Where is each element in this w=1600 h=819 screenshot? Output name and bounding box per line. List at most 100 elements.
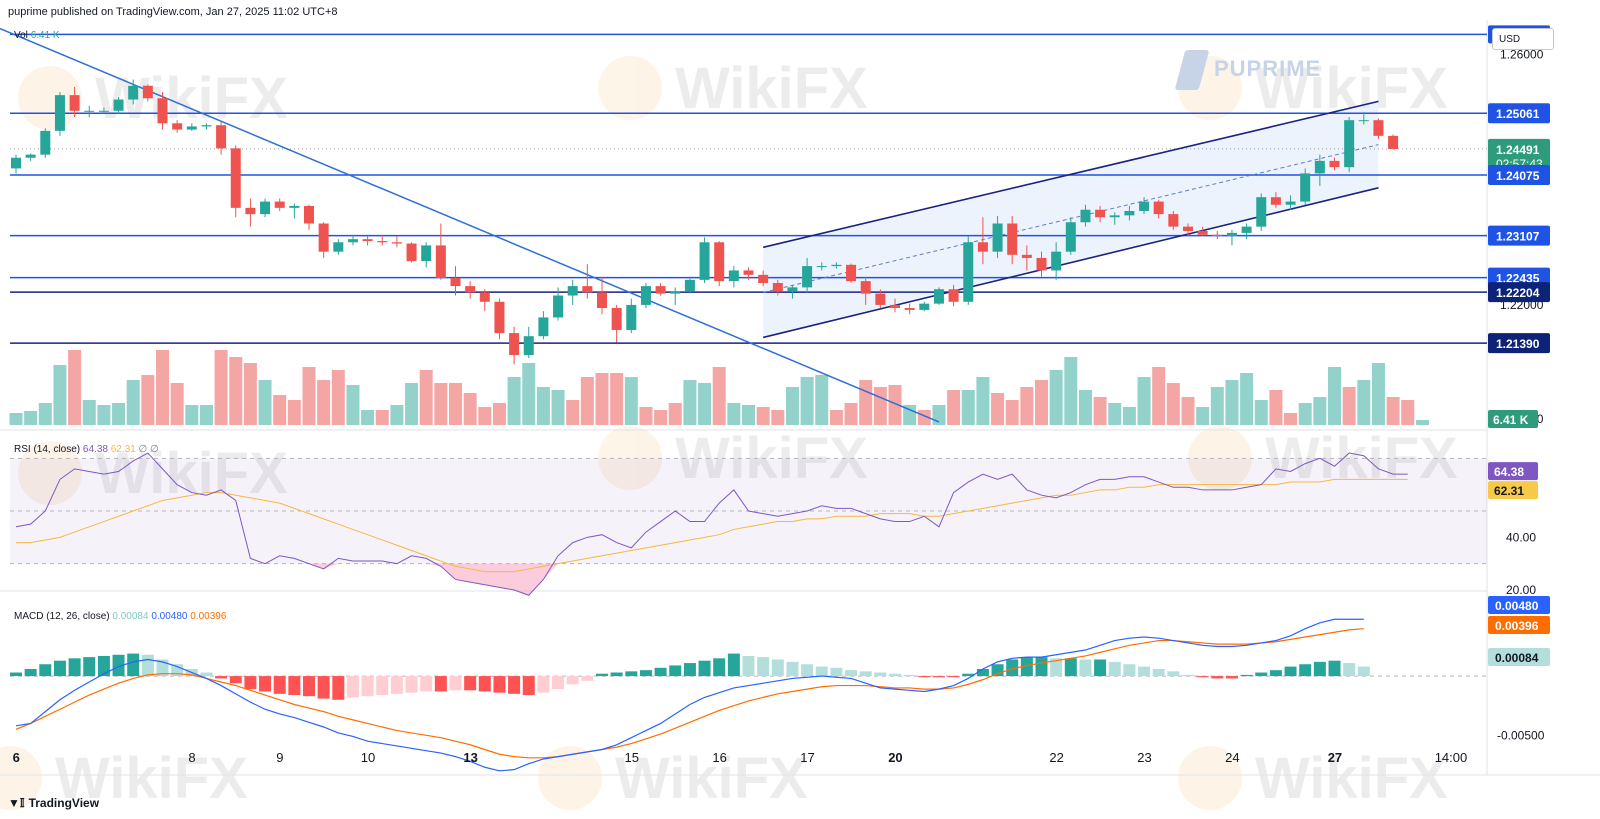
wikifx-watermark-icon (0, 746, 42, 810)
candle-body (977, 242, 988, 252)
time-tick-label: 6 (13, 750, 20, 765)
candle-body (611, 308, 622, 330)
macd-histogram-bar (830, 667, 843, 677)
volume-bar (258, 380, 272, 425)
time-tick-label: 17 (800, 750, 814, 765)
macd-histogram-bar (874, 672, 887, 677)
macd-histogram-bar (1035, 657, 1048, 677)
volume-bar (859, 380, 873, 425)
rsi-legend[interactable]: RSI (14, close) 64.38 62.31 ∅ ∅ (14, 444, 159, 455)
macd-histogram-bar (1269, 670, 1282, 677)
price-label-value: 1.21390 (1496, 337, 1540, 351)
volume-bar (478, 407, 492, 425)
price-label-value: 1.23107 (1496, 230, 1540, 244)
volume-label-value: 6.41 K (1493, 413, 1529, 427)
macd-histogram-bar (522, 676, 535, 696)
macd-histogram-bar (215, 676, 228, 679)
volume-bar (1298, 403, 1312, 425)
volume-bar (1328, 367, 1341, 425)
volume-bar (346, 385, 360, 425)
candle-body (1080, 209, 1091, 223)
candle-body (84, 110, 95, 112)
candle-body (523, 336, 534, 355)
volume-bar (1181, 397, 1195, 425)
candle-body (1241, 226, 1252, 233)
wikifx-watermark-icon (18, 66, 82, 130)
volume-bar (903, 405, 917, 425)
macd-histogram-bar (1255, 672, 1268, 677)
rsi-tick-label: 20.00 (1506, 583, 1536, 597)
macd-histogram-bar (376, 676, 389, 696)
macd-label: MACD (12, 26, close) (14, 611, 110, 622)
volume-bar (1342, 387, 1356, 425)
currency-selector[interactable]: USD (1492, 28, 1554, 50)
wikifx-watermark-text: WikiFX (615, 746, 808, 811)
macd-histogram-bar (1108, 661, 1121, 677)
macd-histogram-bar (581, 676, 594, 681)
volume-bar (1122, 407, 1136, 425)
candle-body (684, 279, 695, 292)
volume-bar (463, 393, 477, 425)
volume-bar (668, 403, 682, 425)
macd-histogram-bar (1299, 664, 1312, 677)
candle-body (333, 242, 344, 252)
wikifx-watermark: WikiFX (538, 746, 808, 811)
macd-histogram-bar (10, 672, 22, 677)
volume-bar (1078, 390, 1092, 425)
volume-bar (449, 383, 462, 425)
volume-bar (595, 373, 609, 425)
wikifx-watermark: WikiFX (1178, 746, 1448, 811)
candle-body (1007, 223, 1018, 255)
volume-bar (375, 410, 389, 425)
price-label-box (1488, 282, 1550, 303)
time-tick-label: 22 (1049, 750, 1063, 765)
volume-bar (654, 410, 668, 425)
volume-bar (639, 407, 653, 425)
macd-histogram-bar (346, 676, 359, 698)
candle-body (1197, 231, 1208, 235)
macd-histogram-bar (171, 664, 184, 677)
macd-histogram-bar (332, 676, 345, 700)
macd-histogram-bar (537, 676, 550, 693)
volume-bar (698, 383, 712, 425)
candle-body (1095, 209, 1106, 218)
volume-bar (331, 370, 345, 425)
candle-body (1329, 160, 1340, 168)
macd-histogram-bar (39, 664, 52, 677)
macd-histogram-bar (229, 676, 242, 684)
volume-bar (419, 370, 433, 425)
macd-histogram-bar (786, 661, 799, 677)
candle-body (728, 270, 739, 282)
price-label-value: 1.24075 (1496, 169, 1540, 183)
candle-body (597, 292, 607, 309)
candle-body (509, 333, 520, 355)
candle-body (40, 130, 51, 155)
volume-bar (1196, 407, 1210, 425)
macd-legend[interactable]: MACD (12, 26, close) 0.00084 0.00480 0.0… (14, 611, 226, 622)
macd-histogram-bar (771, 659, 784, 677)
volume-bar (302, 367, 316, 425)
macd-histogram-bar (801, 664, 814, 677)
volume-bar (156, 350, 169, 425)
macd-histogram-bar (976, 668, 989, 677)
volume-bar (1064, 357, 1078, 425)
volume-bar (1415, 420, 1429, 425)
candle-body (1388, 135, 1399, 149)
macd-histogram-bar (390, 676, 403, 694)
volume-bar (961, 390, 975, 425)
wikifx-watermark-icon (1178, 746, 1242, 810)
tradingview-logo[interactable]: ▼𝕀 TradingView (8, 796, 99, 810)
volume-bar (361, 410, 375, 425)
macd-histogram-bar (83, 657, 96, 677)
macd-value-label: 0.00480 (1495, 599, 1539, 613)
candle-body (128, 85, 139, 100)
time-tick-label: 15 (625, 750, 639, 765)
volume-bar (1284, 413, 1298, 425)
macd-histogram-bar (1196, 676, 1209, 678)
macd-signal-line (15, 628, 1364, 759)
volume-bar (566, 400, 580, 425)
volume-bar (126, 380, 140, 425)
vol-legend[interactable]: Vol 6.41 K (14, 30, 60, 41)
macd-histogram-bar (1167, 671, 1180, 677)
